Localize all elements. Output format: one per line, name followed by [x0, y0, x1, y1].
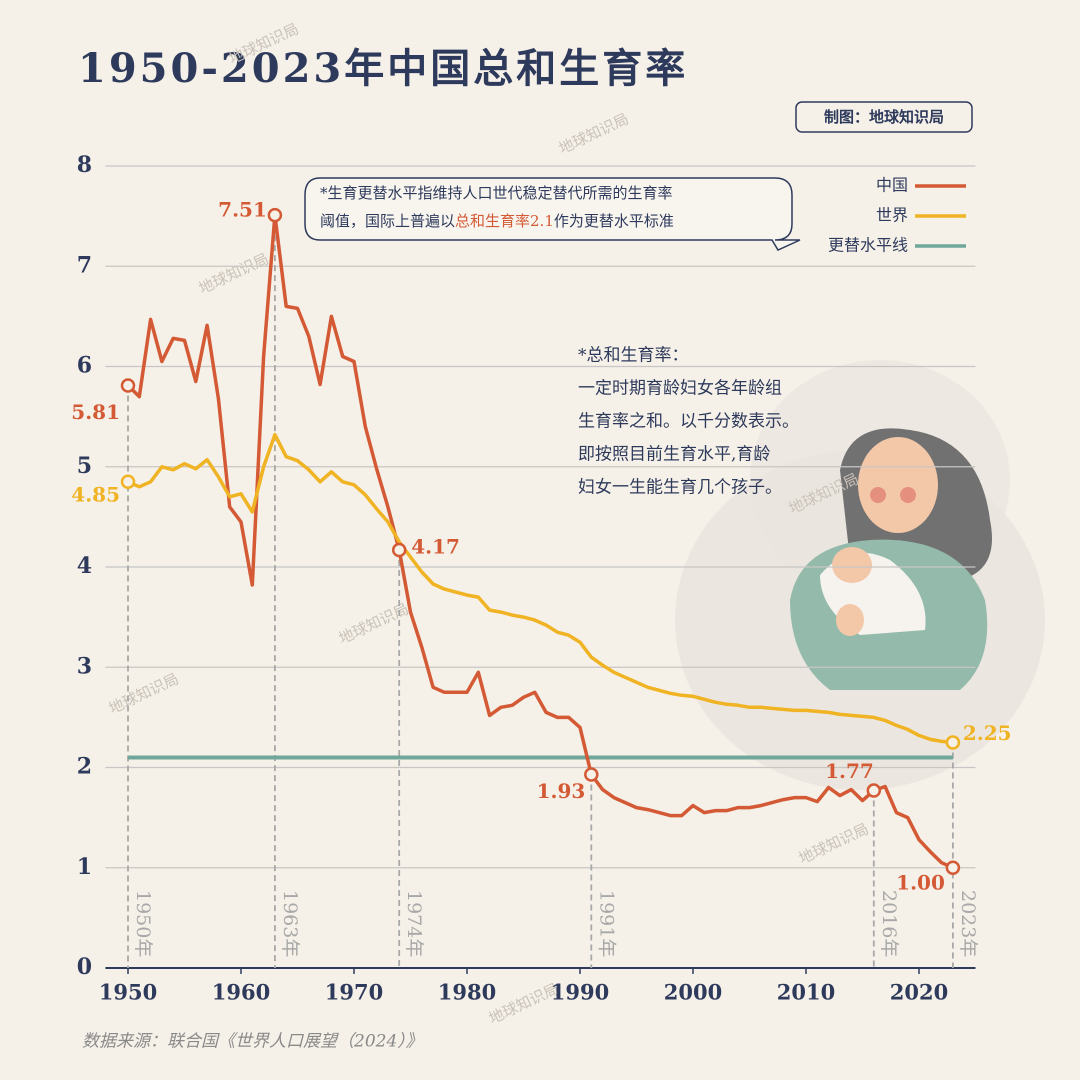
definition-text: 生育率之和。以千分数表示。 [578, 412, 799, 432]
x-tick-label: 2010 [777, 980, 835, 1005]
chart-title: 1950-2023年中国总和生育率 [78, 45, 688, 92]
x-tick-label: 1960 [212, 980, 270, 1005]
note-text: *生育更替水平指维持人口世代稳定替代所需的生育率 [320, 184, 673, 202]
year-marker-label: 1950年 [132, 890, 154, 957]
credit: 制图：地球知识局 [824, 108, 944, 126]
source: 数据来源：联合国《世界人口展望（2024）》 [82, 1032, 423, 1052]
y-tick-label: 5 [77, 453, 92, 479]
illustration [675, 360, 1045, 790]
note-text: 阈值，国际上普遍以总和生育率2.1作为更替水平标准 [320, 212, 674, 230]
point-marker [945, 735, 961, 750]
note-text: 阈值，国际上普遍以 [320, 212, 455, 230]
note-text: 作为更替水平标准 [554, 212, 674, 230]
definition: *总和生育率： 一定时期育龄妇女各年龄组 生育率之和。以千分数表示。 即按照目前… [578, 346, 799, 498]
y-tick-label: 2 [77, 754, 92, 780]
point-marker [120, 378, 136, 393]
series-line [127, 432, 954, 745]
year-marker-label: 1991年 [595, 890, 617, 957]
point-marker [120, 474, 136, 490]
definition-text: 一定时期育龄妇女各年龄组 [578, 379, 782, 399]
y-tick-label: 0 [77, 954, 92, 980]
y-tick-label: 8 [77, 152, 92, 178]
x-tick-label: 1950 [99, 980, 157, 1005]
point-marker [391, 542, 407, 558]
point-marker [945, 860, 961, 875]
y-tick-label: 7 [77, 252, 92, 278]
credit-box [795, 101, 973, 133]
year-marker-label: 2023年 [957, 890, 979, 957]
definition-text: 即按照目前生育水平,育龄 [578, 445, 770, 465]
data-label: 1.93 [537, 779, 586, 803]
definition-text: 妇女一生能生育几个孩子。 [578, 478, 782, 498]
note: *生育更替水平指维持人口世代稳定替代所需的生育率 阈值，国际上普遍以总和生育率2… [304, 177, 801, 251]
year-marker-label: 1963年 [279, 890, 301, 957]
y-tick-label: 1 [77, 854, 92, 880]
year-marker-label: 1974年 [403, 890, 425, 957]
y-tick-label: 4 [77, 553, 92, 579]
data-label: 5.81 [71, 400, 120, 424]
data-label: 4.17 [411, 534, 460, 558]
x-tick-label: 2020 [890, 980, 948, 1005]
x-tick-label: 2000 [664, 980, 722, 1005]
data-label: 1.77 [825, 759, 874, 783]
point-marker [267, 207, 283, 223]
point-marker [584, 767, 599, 782]
data-label: 1.00 [896, 870, 945, 894]
y-tick-label: 3 [77, 653, 92, 679]
legend-label: 更替水平线 [828, 236, 908, 255]
year-marker-label: 2016年 [878, 890, 900, 957]
x-tick-label: 1990 [551, 980, 609, 1005]
point-marker [866, 783, 882, 798]
data-label: 7.51 [218, 198, 267, 222]
legend-label: 中国 [876, 176, 908, 195]
legend-label: 世界 [876, 206, 908, 225]
x-tick-label: 1970 [325, 980, 383, 1005]
data-label: 2.25 [963, 721, 1012, 745]
y-tick-label: 6 [77, 353, 92, 379]
note-highlight: 总和生育率2.1 [455, 212, 554, 230]
data-label: 4.85 [71, 482, 120, 506]
definition-text: *总和生育率： [578, 346, 689, 366]
series-line [126, 213, 954, 870]
x-tick-label: 1980 [438, 980, 496, 1005]
